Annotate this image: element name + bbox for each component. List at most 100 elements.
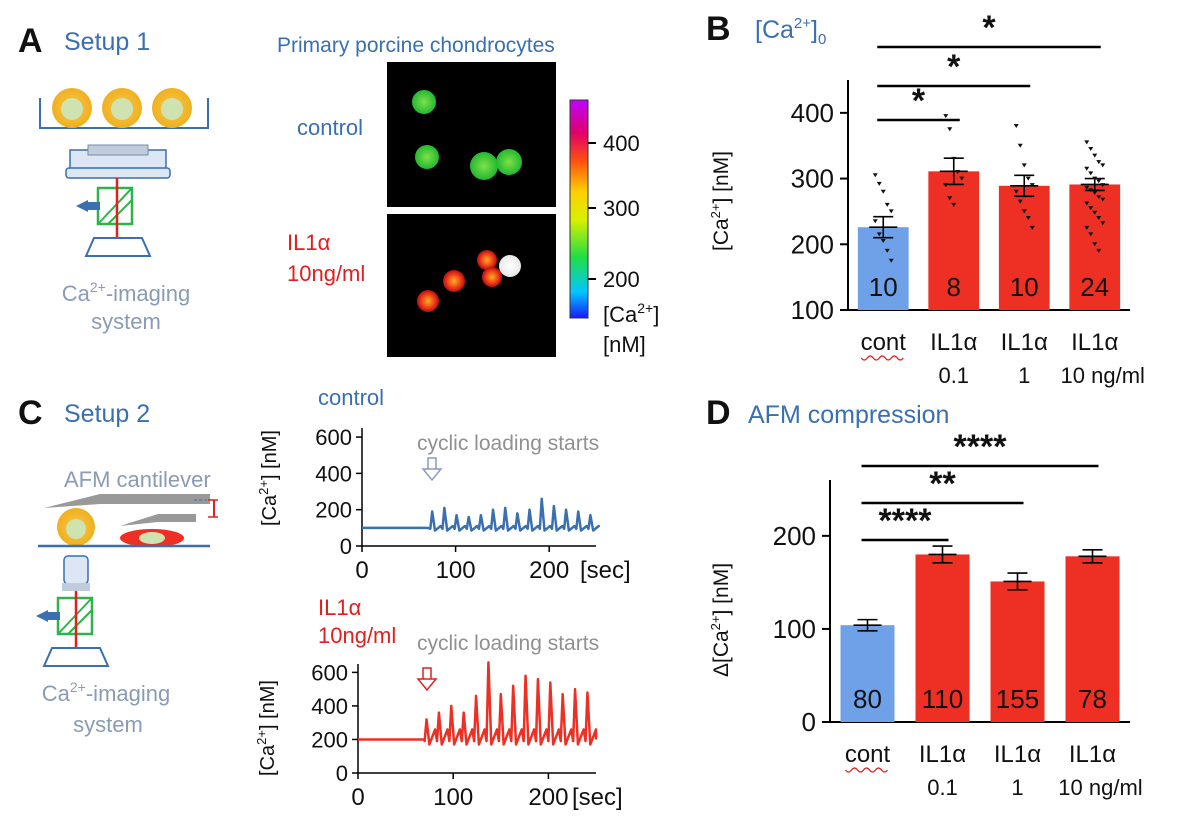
x-unit-label: [sec] [580,557,631,584]
data-point [951,202,957,207]
bar [998,185,1050,310]
data-point [959,176,965,181]
significance-label: ** [929,465,956,503]
x-tick-label: 100 [436,557,476,584]
y-tick-label: 100 [773,614,816,644]
data-point [943,114,949,119]
panel-c-letter: C [18,394,43,432]
y-tick-label: 0 [340,534,352,559]
colorbar-tick-400: 400 [603,131,640,156]
il1-label: IL1α [287,230,331,255]
colorbar-tick-300: 300 [603,196,640,221]
cantilever-label: AFM cantilever [64,467,211,492]
y-tick-label: 200 [315,498,352,523]
setup2-system-label: Ca2+-imaging [42,679,170,706]
bar [1069,184,1121,310]
category-label: IL1α [1001,329,1048,356]
panel-b-letter: B [706,10,731,48]
data-point [1096,179,1102,184]
loading-arrow-il1 [416,667,438,692]
category-label: cont [845,741,891,768]
category-label: IL1α [1069,741,1116,768]
x-tick-label: 200 [528,784,568,811]
x-unit-label: [sec] [572,784,623,811]
cell-dish [39,88,209,129]
data-point [1088,171,1094,176]
data-point [880,189,886,194]
category-label: IL1α [919,741,966,768]
bar [928,171,980,310]
microscope-illustration [65,144,171,257]
trace-control-label: control [318,385,384,410]
category-sublabel: 1 [1018,363,1030,388]
data-point [1092,191,1098,196]
significance-label: * [947,48,961,86]
data-point [1088,232,1094,237]
x-tick-label: 100 [433,784,473,811]
data-point [884,248,890,253]
data-point [1100,197,1106,202]
data-point [1017,143,1023,148]
bar [1065,556,1120,722]
trace-il1-ylabel: [Ca2+] [nM] [254,680,279,776]
n-label: 155 [996,684,1039,714]
data-point [1084,166,1090,171]
panel-d-title: AFM compression [748,401,949,429]
loading-arrow-control [421,457,443,482]
calcium-trace [358,661,598,746]
category-sublabel: 0.1 [927,775,958,800]
panel-b-ylabel: [Ca2+] [nM] [708,151,733,251]
data-point [1025,216,1031,220]
setup1-system-label: Ca2+-imaging [62,279,190,306]
data-point [1025,176,1031,181]
data-point [876,232,882,237]
category-sublabel: 1 [1011,775,1023,800]
n-label: 8 [947,272,961,302]
n-label: 110 [922,684,963,714]
x-tick-label: 0 [351,784,364,811]
data-point [943,183,949,188]
trace-il1-loading-label: cyclic loading starts [417,632,599,655]
data-point [1096,248,1102,253]
y-tick-label: 300 [791,164,834,194]
spellcheck-underline [860,355,904,361]
category-label: cont [861,329,907,356]
category-sublabel: 0.1 [938,363,969,388]
y-tick-label: 400 [311,694,348,719]
micrograph-control [387,62,556,207]
micrograph-title: Primary porcine chondrocytes [277,34,555,57]
data-point [1088,147,1094,151]
data-point [1100,163,1106,168]
data-point [1021,209,1027,214]
afm-illustration [36,494,218,667]
n-label: 78 [1078,684,1107,714]
control-label: control [297,115,363,140]
y-tick-label: 400 [791,98,834,128]
panel-d: D AFM compression Δ[Ca2+] [nM] 0 100 200 80… [706,394,1143,800]
y-tick-label: 0 [336,761,348,786]
data-point [1092,242,1098,247]
data-point [1092,210,1098,215]
data-point [888,209,894,214]
trace-control-chart: 0 200 400 600 0 100 200 [sec] [315,425,630,584]
n-label: 10 [869,272,898,302]
significance-label: * [912,82,926,120]
panel-d-letter: D [706,394,731,432]
data-point [884,202,890,207]
panel-b: B [Ca2+]0 [Ca2+] [nM] 100 200 300 400 10 cont… [706,9,1145,388]
data-point [1092,153,1098,158]
trace-control-loading-label: cyclic loading starts [417,432,599,455]
data-point [1029,183,1035,188]
y-tick-label: 600 [311,660,348,685]
chart-d: 0 100 200 80 cont 110 IL1α 0.1 155 IL1α 1 78 IL1α 10 … [773,428,1143,800]
colorbar-unit-line2: [nM] [603,332,646,357]
significance-label: * [982,9,996,47]
data-point [1029,225,1035,230]
data-point [1013,124,1019,128]
data-point [1017,199,1023,204]
y-tick-label: 0 [802,707,816,737]
data-point [947,196,953,201]
data-point [872,219,878,224]
category-label: IL1α [994,741,1041,768]
data-point [1013,189,1019,194]
